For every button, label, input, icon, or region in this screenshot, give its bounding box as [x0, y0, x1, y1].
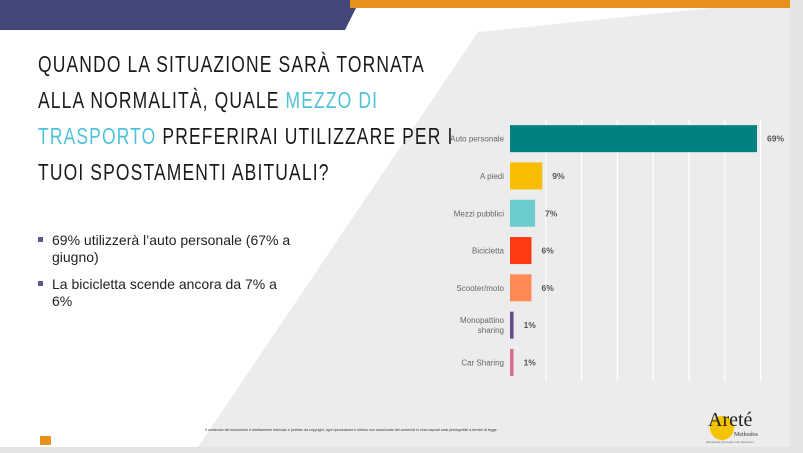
bar [510, 125, 758, 153]
slide: QUANDO LA SITUAZIONE SARÀ TORNATA ALLA N… [0, 0, 790, 447]
bullet-text: 69% utilizzerà l’auto personale (67% a g… [52, 232, 291, 265]
bar [510, 199, 536, 227]
bullet-item: La bicicletta scende ancora da 7% a 6% [38, 276, 298, 310]
copyright-notice: Il contenuto del documento è strettament… [205, 428, 498, 432]
header-accent-bar [350, 0, 790, 8]
category-label: Scooter/moto [456, 284, 504, 293]
arete-logo: Areté Methodos Marketing Strategico & Op… [706, 409, 759, 444]
value-label: 1% [524, 320, 537, 330]
bullet-item: 69% utilizzerà l’auto personale (67% a g… [38, 232, 298, 266]
header-bar [0, 0, 360, 30]
bar-chart: Auto personale 69% A piedi 9% Mezzi pubblici… [450, 120, 784, 382]
svg-text:Areté: Areté [708, 409, 753, 431]
svg-text:Marketing Strategico & Operati: Marketing Strategico & Operativo [706, 440, 754, 444]
slide-title: QUANDO LA SITUAZIONE SARÀ TORNATA ALLA N… [38, 46, 453, 190]
title-accent: TRASPORTO [38, 123, 157, 149]
title-line: TUOI SPOSTAMENTI ABITUALI? [38, 159, 330, 185]
bar [510, 274, 532, 302]
bullet-text: La bicicletta scende ancora da 7% a 6% [52, 276, 277, 309]
title-line: QUANDO LA SITUAZIONE SARÀ TORNATA [38, 51, 425, 77]
bullet-marker-icon [38, 281, 43, 286]
title-line: ALLA NORMALITÀ, QUALE [38, 87, 286, 113]
category-label: Car Sharing [461, 358, 504, 367]
value-label: 7% [545, 208, 558, 218]
title-accent: MEZZO DI [285, 87, 379, 113]
value-label: 6% [541, 283, 554, 293]
bar [510, 311, 514, 339]
bar [510, 162, 543, 190]
svg-text:Methodos: Methodos [734, 432, 759, 438]
value-label: 6% [541, 246, 554, 256]
category-label: Auto personale [450, 135, 504, 144]
slide-marker-icon [40, 436, 51, 445]
value-label: 9% [552, 171, 565, 181]
title-line: PREFERIRAI UTILIZZARE PER I [156, 123, 454, 149]
category-label: A piedi [480, 172, 504, 181]
category-label: sharing [478, 326, 504, 335]
bullet-marker-icon [38, 237, 43, 242]
category-label: Mezzi pubblici [454, 209, 504, 218]
value-label: 69% [767, 134, 784, 144]
bar [510, 348, 514, 376]
value-label: 1% [524, 357, 537, 367]
bar [510, 237, 532, 265]
category-label: Bicicletta [472, 247, 505, 256]
bullet-list: 69% utilizzerà l’auto personale (67% a g… [38, 232, 298, 320]
category-label: Monopattino [460, 316, 505, 325]
